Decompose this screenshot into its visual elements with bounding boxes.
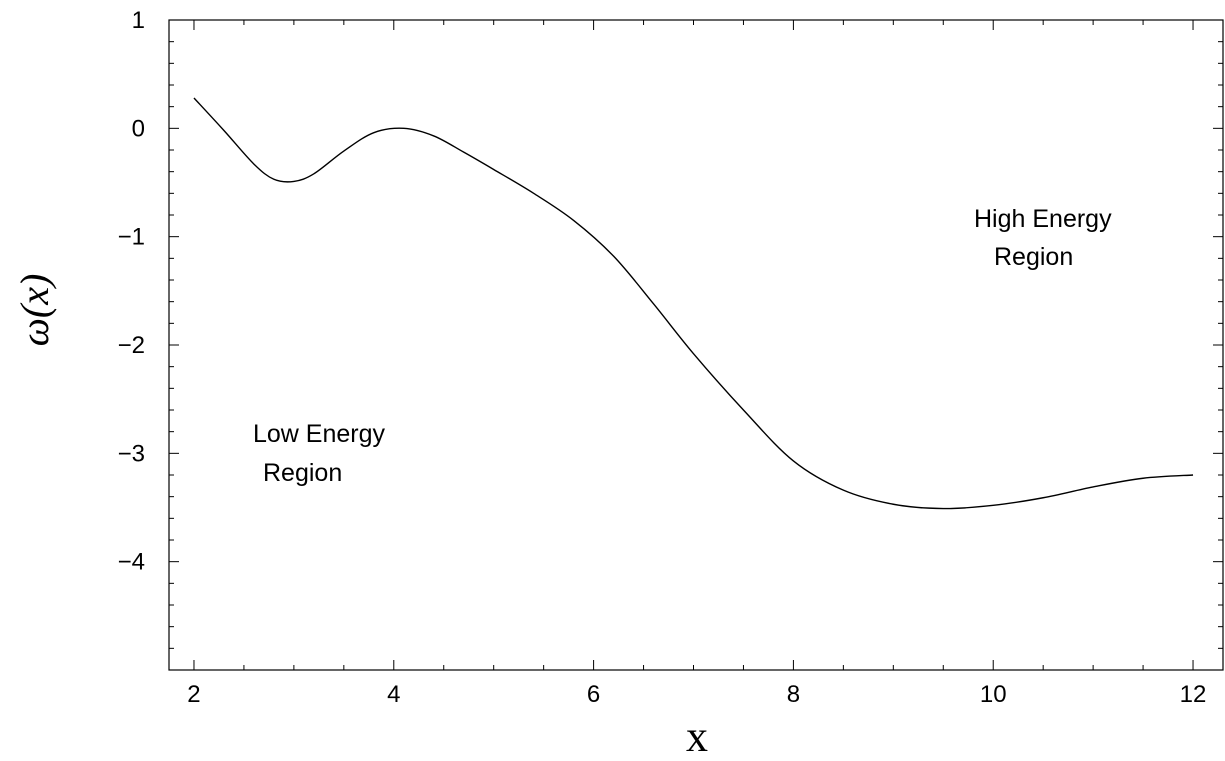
- x-tick-label: 6: [587, 681, 600, 708]
- x-axis-title: x: [686, 712, 708, 761]
- y-axis-title: ω(x): [12, 274, 57, 347]
- x-tick-label: 4: [387, 681, 400, 708]
- low-energy-label-line1: Low Energy: [253, 420, 386, 448]
- y-tick-label: 0: [132, 115, 145, 142]
- x-tick-label: 8: [787, 681, 800, 708]
- y-tick-label: −1: [118, 224, 145, 251]
- low-energy-label-line2: Region: [263, 459, 342, 487]
- axis-ticks: [169, 19, 1223, 671]
- y-tick-labels: 1 0 −1 −2 −3 −4: [118, 7, 145, 576]
- plot-frame: [168, 19, 1224, 671]
- y-tick-label: −2: [118, 332, 145, 359]
- y-tick-label: 1: [132, 7, 145, 34]
- x-tick-labels: 2 4 6 8 10 12: [187, 681, 1206, 708]
- x-tick-label: 2: [187, 681, 200, 708]
- series-line: [193, 97, 1194, 510]
- x-tick-label: 10: [980, 681, 1007, 708]
- high-energy-label-line2: Region: [994, 243, 1073, 271]
- x-tick-label: 12: [1180, 681, 1207, 708]
- y-tick-label: −4: [118, 549, 145, 576]
- high-energy-label-line1: High Energy: [974, 205, 1112, 233]
- y-tick-label: −3: [118, 440, 145, 467]
